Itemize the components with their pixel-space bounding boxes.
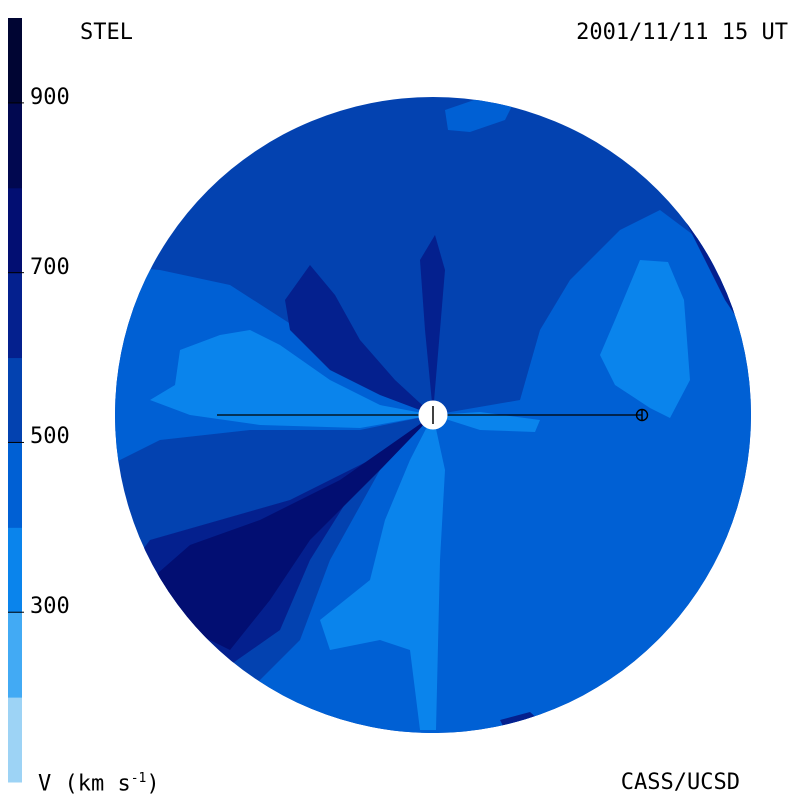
map-region-v400-southwest <box>200 415 440 733</box>
map-region-v600-north-streak <box>420 235 445 413</box>
colorbar-units-label: V (km s-1) <box>38 772 160 795</box>
colorbar-ticks <box>8 102 24 613</box>
colorbar-band-4 <box>8 357 22 443</box>
colorbar-tick-label-1: 700 <box>30 254 70 280</box>
map-region-v400-north-spot <box>445 98 515 132</box>
map-region-v600-northeast-edge <box>680 210 745 330</box>
colorbar-band-0 <box>8 697 22 783</box>
units-main: V (km s <box>38 771 131 797</box>
map-region-v600-northwest-streak <box>285 265 433 415</box>
colorbar-band-5 <box>8 272 22 359</box>
units-superscript: -1 <box>130 771 147 786</box>
colorbar-band-1 <box>8 612 22 698</box>
spacecraft-label: STEL <box>80 20 133 45</box>
colorbar-band-2 <box>8 527 22 613</box>
timestamp-label: 2001/11/11 15 UT <box>576 20 788 45</box>
colorbar-bands <box>8 18 22 783</box>
colorbar-tick-label-3: 300 <box>30 594 70 620</box>
colorbar-band-6 <box>8 187 22 274</box>
map-region-v700-southwest-core <box>150 415 433 650</box>
map-region-v300-south-lobe <box>320 415 445 730</box>
units-close: ) <box>146 771 160 797</box>
colorbar-tick-label-2: 500 <box>30 424 70 450</box>
colorbar-band-7 <box>8 102 22 189</box>
earth-icon <box>635 408 649 422</box>
map-region-v300-west-lobe <box>150 330 433 428</box>
sun-earth-overlay <box>217 400 649 430</box>
map-region-v300-east-tongue <box>433 412 540 432</box>
colorbar-band-3 <box>8 442 22 528</box>
colorbar-tick-label-0: 900 <box>30 84 70 110</box>
colorbar-band-8 <box>8 18 22 104</box>
map-region-v300-east-patch <box>600 260 690 418</box>
credit-label: CASS/UCSD <box>620 770 740 795</box>
colorbar <box>8 18 24 783</box>
